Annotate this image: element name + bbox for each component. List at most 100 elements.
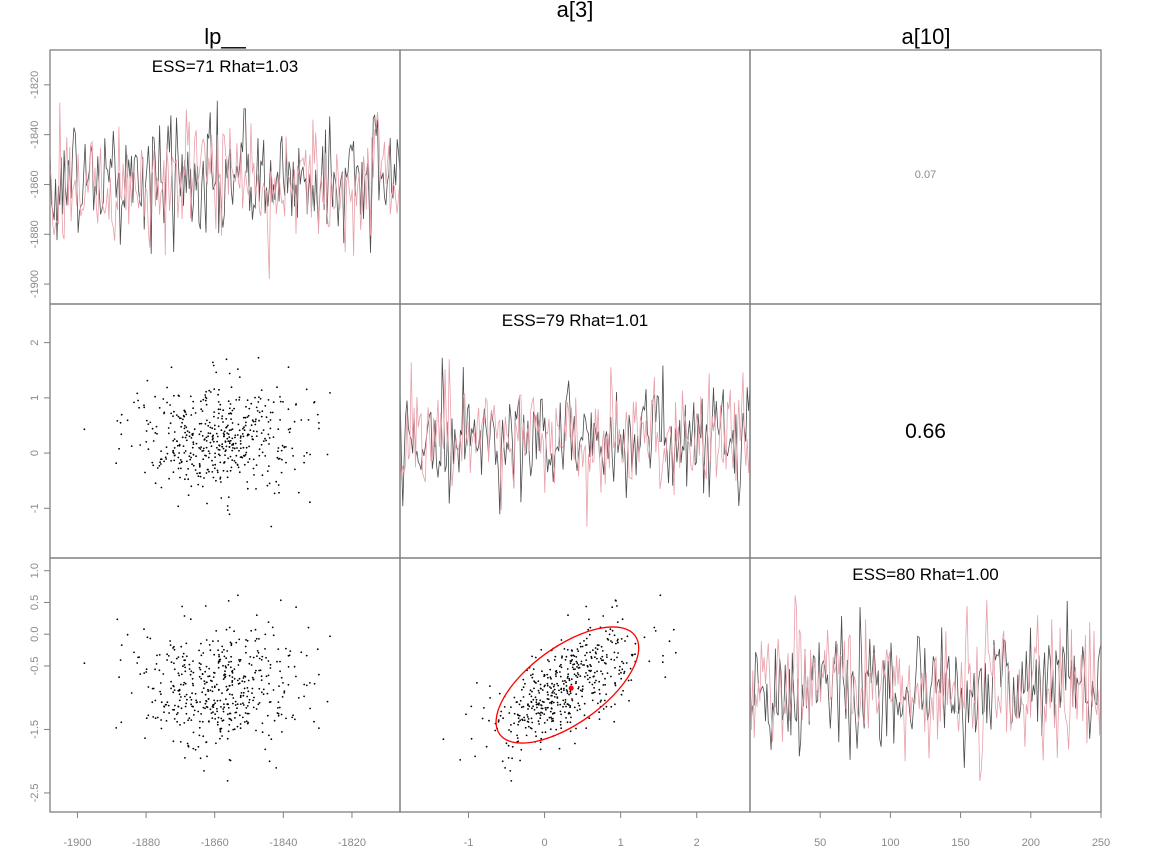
scatter-point	[207, 675, 210, 678]
scatter-point	[604, 683, 606, 686]
scatter-point	[184, 424, 186, 427]
scatter-point	[550, 716, 552, 719]
scatter-point	[253, 696, 255, 699]
scatter-point	[156, 432, 158, 435]
panel-border	[749, 557, 1102, 813]
scatter-point	[504, 767, 506, 769]
scatter-point	[611, 641, 614, 644]
scatter-point	[524, 726, 527, 729]
scatter-point	[179, 741, 182, 743]
scatter-point	[513, 722, 515, 725]
scatter-point	[598, 680, 601, 683]
trace-line-chain-1	[749, 600, 1102, 768]
scatter-point	[613, 651, 616, 654]
scatter-point	[178, 452, 181, 454]
scatter-point	[252, 699, 255, 702]
scatter-point	[211, 705, 214, 708]
scatter-point	[245, 405, 247, 408]
scatter-point	[539, 683, 542, 686]
scatter-point	[186, 742, 189, 745]
scatter-point	[156, 467, 159, 469]
scatter-point	[116, 618, 119, 621]
scatter-point	[235, 711, 238, 714]
scatter-point	[229, 641, 232, 644]
scatter-point	[279, 396, 281, 398]
scatter-point	[540, 704, 543, 707]
scatter-point	[277, 484, 280, 486]
scatter-point	[251, 419, 254, 422]
scatter-point	[258, 702, 261, 704]
scatter-point	[217, 453, 220, 456]
scatter-point	[598, 692, 601, 695]
scatter-point	[532, 668, 535, 670]
scatter-point	[264, 648, 266, 650]
y-tick-label: -2.5	[29, 783, 41, 802]
scatter-point	[194, 412, 197, 414]
scatter-point	[442, 738, 445, 741]
scatter-point	[255, 418, 257, 421]
scatter-point	[269, 667, 272, 669]
scatter-point	[227, 600, 230, 602]
scatter-point	[173, 668, 176, 671]
scatter-point	[526, 714, 528, 716]
scatter-point	[510, 706, 512, 708]
scatter-point	[592, 675, 595, 678]
scatter-point	[232, 447, 234, 449]
panel-1-1: ESS=79 Rhat=1.01	[399, 303, 751, 559]
scatter-point	[516, 737, 519, 739]
scatter-point	[560, 691, 563, 694]
scatter-point	[499, 714, 502, 717]
scatter-point	[618, 669, 621, 672]
scatter-point	[187, 745, 190, 748]
scatter-point	[198, 666, 201, 669]
scatter-point	[505, 742, 508, 745]
scatter-point	[216, 699, 219, 702]
scatter-point	[255, 669, 257, 672]
scatter-point	[173, 648, 176, 651]
scatter-point	[605, 654, 608, 656]
scatter-point	[239, 447, 242, 450]
scatter-point	[205, 741, 208, 743]
scatter-point	[217, 662, 220, 664]
scatter-point	[273, 719, 276, 722]
scatter-point	[250, 664, 253, 666]
scatter-point	[215, 630, 218, 632]
scatter-point	[208, 452, 211, 455]
diag-stat-2: ESS=80 Rhat=1.00	[852, 565, 999, 584]
scatter-point	[246, 712, 249, 715]
scatter-point	[279, 419, 281, 421]
scatter-point	[212, 361, 214, 364]
scatter-point	[208, 675, 211, 678]
scatter-point	[197, 745, 200, 748]
scatter-point	[180, 673, 183, 676]
scatter-point	[257, 651, 260, 654]
scatter-point	[533, 687, 535, 690]
y-tick-label: 0.0	[29, 627, 41, 642]
scatter-point	[620, 638, 623, 640]
scatter-point	[585, 637, 588, 640]
scatter-point	[180, 645, 183, 648]
scatter-point	[570, 716, 572, 719]
scatter-point	[294, 718, 296, 721]
scatter-point	[552, 712, 554, 715]
scatter-point	[195, 455, 198, 458]
scatter-point	[601, 673, 604, 675]
scatter-point	[166, 701, 169, 704]
scatter-point	[201, 450, 204, 452]
scatter-point	[316, 648, 319, 651]
scatter-point	[220, 706, 222, 708]
scatter-point	[223, 433, 226, 436]
scatter-point	[548, 716, 551, 719]
scatter-point	[305, 451, 308, 454]
scatter-point	[177, 394, 180, 397]
scatter-point	[183, 722, 186, 724]
scatter-point	[191, 463, 194, 466]
y-tick-label: 0	[29, 450, 41, 456]
scatter-point	[262, 693, 265, 696]
scatter-point	[245, 720, 248, 723]
scatter-point	[203, 438, 206, 440]
scatter-point	[265, 439, 267, 442]
scatter-point	[547, 693, 549, 696]
scatter-point	[270, 738, 273, 741]
scatter-point	[258, 687, 261, 690]
